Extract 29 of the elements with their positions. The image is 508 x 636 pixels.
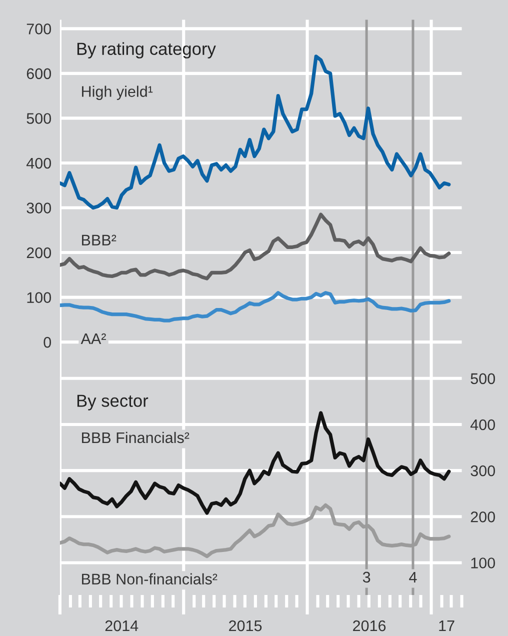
line-series — [60, 291, 451, 322]
y-tick-label: 400 — [26, 158, 52, 169]
y-tick-label: 500 — [26, 113, 52, 124]
ref-line-label: 4 — [409, 572, 417, 582]
y-tick-label: 100 — [471, 558, 495, 568]
line-series — [60, 411, 451, 515]
x-tick-label: 17 — [439, 620, 454, 632]
ref-line-label: 3 — [362, 572, 370, 583]
x-tick-label: 2015 — [229, 620, 262, 632]
y-tick-label: 400 — [470, 419, 495, 430]
text: BBB Financials² — [82, 432, 190, 444]
series-label: BBB² — [82, 234, 116, 246]
x-tick-label: 2014 — [105, 620, 138, 632]
y-tick-label: 600 — [26, 68, 52, 80]
y-tick-label: 700 — [26, 24, 52, 34]
series-label: BBB Non-financials² — [82, 573, 218, 585]
y-tick-label: 0 — [44, 336, 52, 348]
y-tick-label: 300 — [470, 465, 495, 476]
series-label: AA² — [80, 333, 106, 344]
y-tick-label: 200 — [26, 247, 52, 258]
text: By rating category — [77, 42, 216, 58]
text: By sector — [77, 394, 148, 410]
y-tick-label: 300 — [26, 202, 52, 214]
y-tick-label: 100 — [27, 292, 52, 303]
text: High yield¹ — [82, 86, 153, 100]
line-series — [60, 212, 451, 280]
y-tick-label: 200 — [470, 512, 495, 522]
y-tick-label: 500 — [470, 373, 495, 384]
x-tick-label: 2016 — [353, 620, 386, 632]
